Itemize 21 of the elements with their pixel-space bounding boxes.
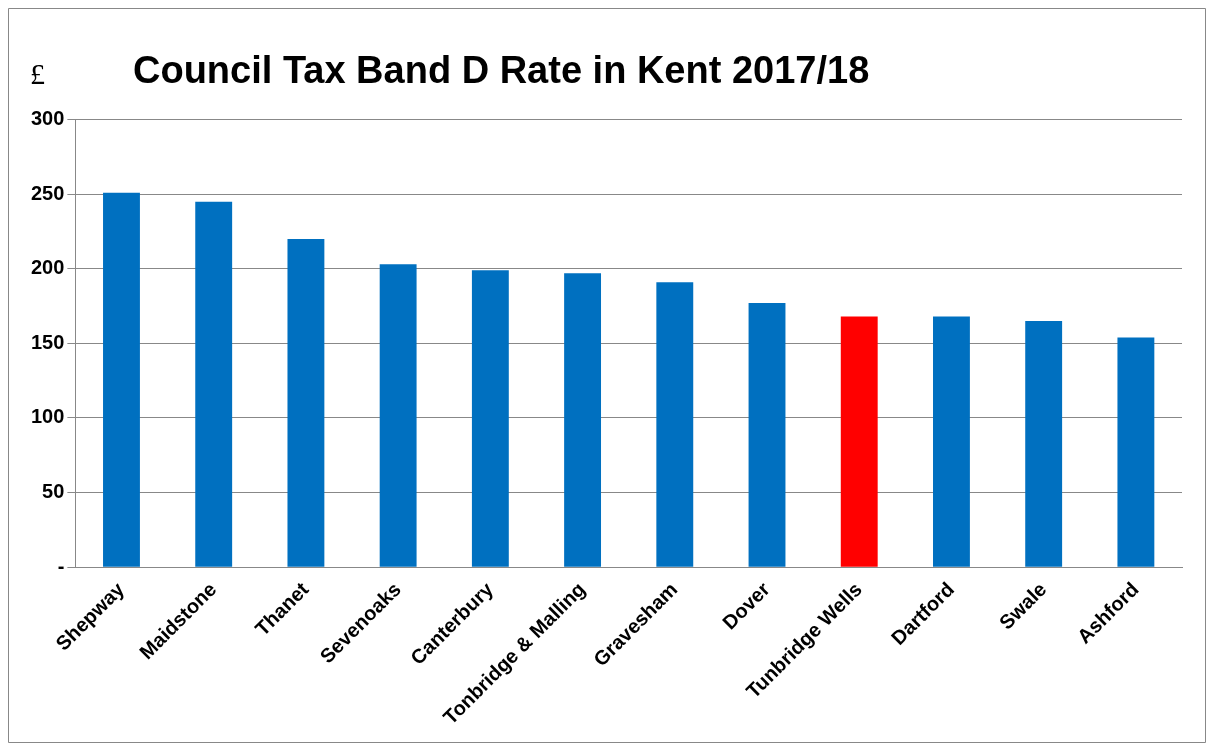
bar — [1025, 321, 1063, 567]
bar — [564, 273, 602, 567]
bar — [103, 192, 140, 567]
bar — [471, 270, 509, 567]
y-tick-label: 150 — [30, 330, 65, 353]
y-tick-label: 100 — [30, 405, 65, 428]
bar — [933, 316, 970, 567]
bar — [1117, 337, 1155, 567]
bar — [748, 303, 786, 567]
bar — [195, 201, 233, 567]
y-tick-label: 200 — [30, 256, 65, 279]
bar — [656, 282, 694, 567]
chart-title: Council Tax Band D Rate in Kent 2017/18 — [133, 49, 870, 92]
y-axis-title: £ — [30, 56, 45, 90]
y-tick-label: 300 — [30, 107, 65, 130]
y-tick-label: - — [57, 554, 65, 577]
bar — [840, 316, 878, 567]
y-tick-label: 250 — [30, 181, 65, 204]
bar — [287, 238, 325, 567]
bar — [379, 264, 417, 567]
y-tick-label: 50 — [42, 480, 65, 503]
